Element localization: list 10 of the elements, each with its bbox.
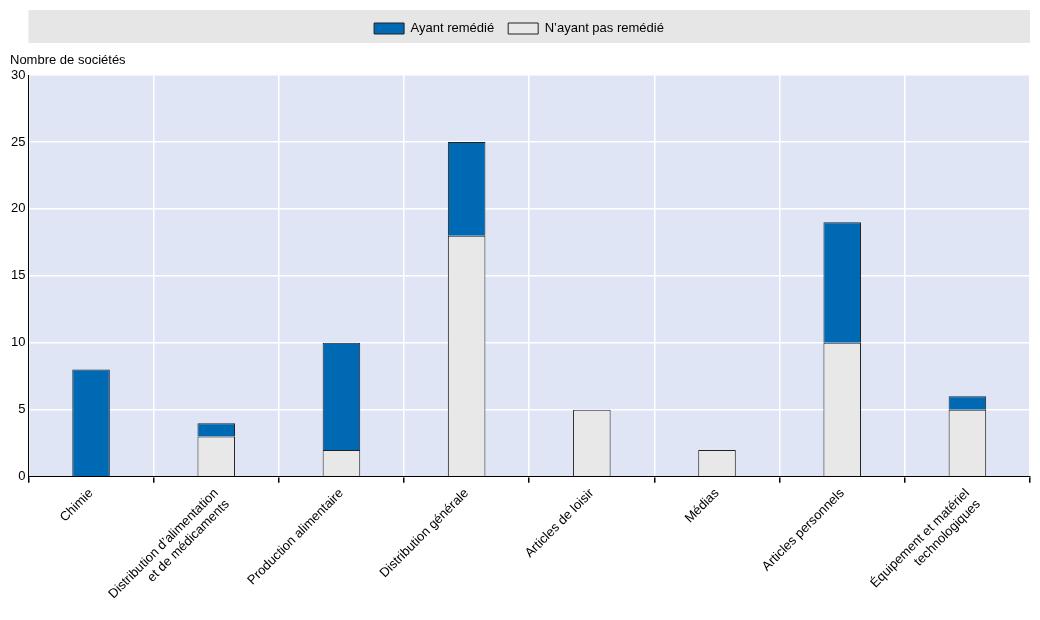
y-tick-label: 10 [10, 334, 26, 350]
y-tick-label: 5 [18, 401, 26, 417]
y-tick-label: 0 [18, 468, 26, 484]
y-tick-label: 30 [10, 66, 26, 82]
text: N’ayant pas remédié [544, 20, 664, 36]
y-tick-label: 25 [10, 133, 26, 149]
y-tick-label: 15 [10, 267, 26, 283]
y-tick-label: 20 [10, 200, 26, 216]
y-axis-title: Nombre de sociétés [10, 52, 127, 68]
legend-label: Ayant remédié [410, 20, 495, 36]
